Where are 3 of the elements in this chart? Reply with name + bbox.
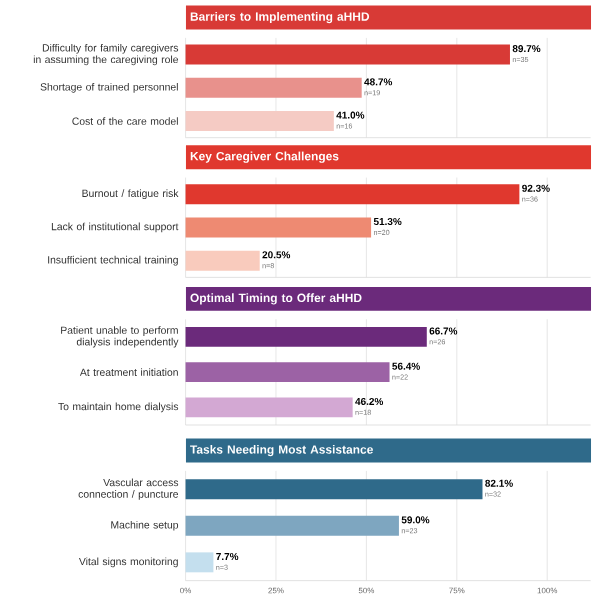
bar [185,479,483,500]
bar [185,552,214,573]
bar [185,515,399,536]
